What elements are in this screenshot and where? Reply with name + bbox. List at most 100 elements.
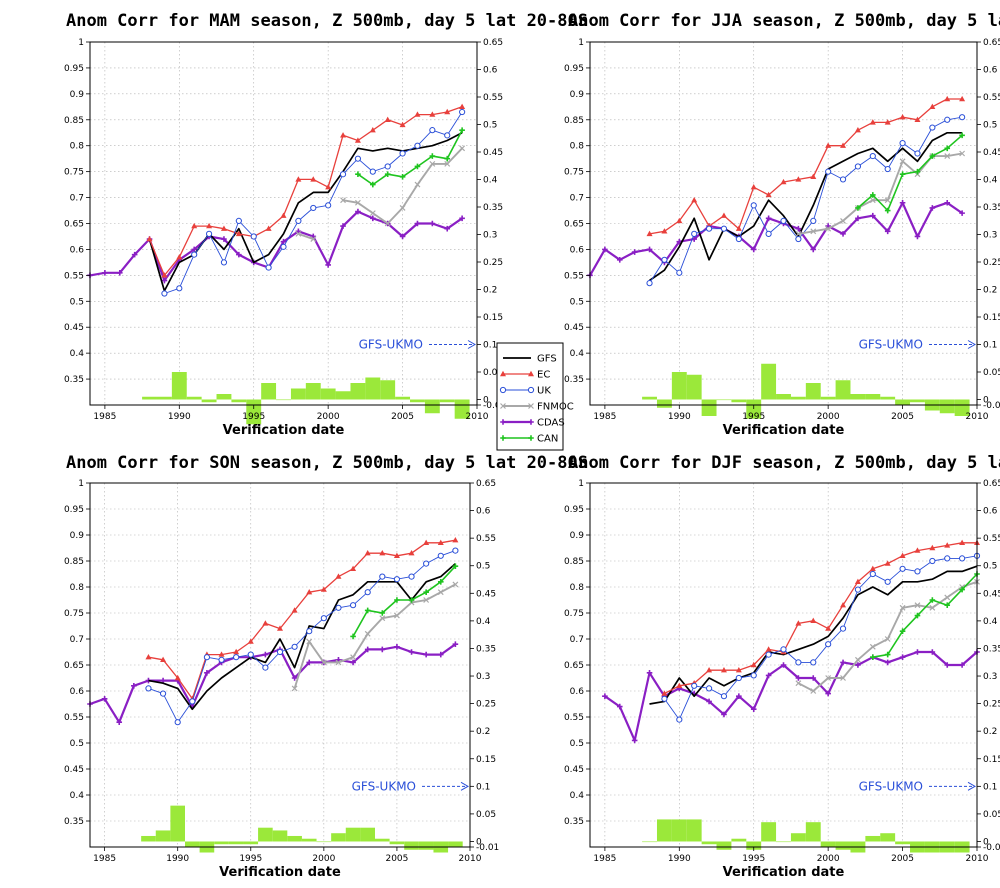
y2-tick-label: 0.25 bbox=[983, 700, 1000, 710]
y-tick-label: 0.8 bbox=[570, 583, 585, 593]
data-point-ec bbox=[825, 625, 832, 631]
x-tick-label: 1995 bbox=[242, 412, 265, 422]
data-point-cdas bbox=[364, 646, 371, 653]
chart-title: Anom Corr for JJA season, Z 500mb, day 5… bbox=[568, 11, 1000, 31]
data-point-cdas bbox=[840, 659, 846, 666]
legend-marker bbox=[500, 403, 506, 409]
data-point-ec bbox=[750, 661, 757, 668]
data-point-uk bbox=[189, 698, 196, 705]
y2-tick-label: 0.1 bbox=[483, 341, 497, 351]
data-point-uk bbox=[765, 230, 772, 237]
chart-panel-4: Anom Corr for DJF season, Z 500mb, day 5… bbox=[564, 453, 1000, 880]
series-line-ec bbox=[148, 106, 463, 277]
data-point-uk bbox=[276, 648, 284, 656]
data-point-uk bbox=[364, 589, 371, 596]
diff-bar bbox=[365, 377, 381, 400]
data-point-cdas bbox=[840, 231, 846, 237]
diff-bar bbox=[360, 827, 375, 842]
data-point-cdas bbox=[914, 233, 921, 240]
x-tick-label: 1990 bbox=[668, 854, 691, 864]
data-point-can bbox=[423, 589, 429, 595]
data-point-can bbox=[414, 163, 421, 170]
y2-tick-label: 0.15 bbox=[983, 313, 1000, 323]
data-point-uk bbox=[959, 555, 966, 562]
data-point-ec bbox=[161, 272, 168, 278]
y2-tick-label: 0.35 bbox=[476, 644, 496, 654]
data-point-uk bbox=[750, 672, 757, 679]
series-uk bbox=[145, 547, 459, 726]
diff-label: GFS-UKMO bbox=[859, 338, 923, 352]
y2-tick-label: 0.35 bbox=[483, 203, 503, 213]
data-point-ec bbox=[350, 565, 357, 571]
data-point-ec bbox=[452, 537, 459, 543]
data-point-cdas bbox=[340, 223, 346, 229]
data-point-uk bbox=[393, 576, 401, 583]
x-tick-label: 2010 bbox=[966, 854, 989, 864]
data-point-ec bbox=[429, 111, 436, 117]
data-point-cdas bbox=[646, 670, 653, 676]
diff-bar bbox=[448, 841, 463, 847]
y-tick-label: 0.4 bbox=[570, 791, 585, 801]
data-point-ec bbox=[247, 638, 254, 644]
data-point-can bbox=[350, 633, 356, 640]
data-point-cdas bbox=[810, 675, 817, 681]
data-point-ec bbox=[869, 119, 876, 125]
y2-tick-label: 0.3 bbox=[476, 672, 490, 682]
diff-bar bbox=[850, 394, 866, 400]
data-point-cdas bbox=[855, 662, 861, 668]
y-tick-label: 0.75 bbox=[64, 168, 84, 178]
diff-bar bbox=[424, 399, 440, 414]
data-point-ec bbox=[795, 176, 802, 182]
data-point-ec bbox=[340, 132, 347, 138]
data-point-ec bbox=[437, 539, 444, 545]
data-point-cdas bbox=[291, 675, 298, 681]
data-point-ec bbox=[145, 654, 152, 660]
data-point-uk bbox=[735, 674, 742, 682]
data-point-uk bbox=[914, 150, 921, 157]
data-point-uk bbox=[720, 225, 728, 232]
series-line-can bbox=[872, 573, 978, 658]
diff-bar bbox=[389, 841, 405, 845]
diff-bar bbox=[350, 383, 366, 400]
data-point-cdas bbox=[706, 698, 712, 705]
y-tick-label: 0.95 bbox=[64, 505, 84, 515]
legend-label: CAN bbox=[537, 434, 558, 445]
data-point-ec bbox=[354, 137, 361, 143]
data-point-cdas bbox=[765, 672, 772, 679]
x-tick-label: 1990 bbox=[166, 854, 189, 864]
series-fnmoc bbox=[795, 578, 980, 694]
data-point-can bbox=[370, 181, 376, 188]
diff-bar bbox=[701, 841, 717, 845]
data-point-ec bbox=[735, 225, 742, 231]
data-point-cdas bbox=[161, 277, 168, 284]
data-point-ec bbox=[661, 228, 668, 234]
data-point-cdas bbox=[221, 236, 227, 242]
data-point-ec bbox=[676, 682, 683, 688]
y2-tick-label: -0.01 bbox=[476, 843, 499, 853]
data-point-uk bbox=[780, 646, 787, 653]
data-point-cdas bbox=[101, 696, 108, 702]
y-tick-label: 0.6 bbox=[570, 687, 585, 697]
y-tick-label: 0.65 bbox=[564, 661, 584, 671]
data-point-can bbox=[944, 602, 951, 608]
data-point-uk bbox=[661, 256, 668, 263]
diff-bar bbox=[716, 399, 732, 401]
data-point-uk bbox=[306, 628, 313, 635]
y2-tick-label: 0.05 bbox=[476, 810, 496, 820]
y2-tick-label: 0.4 bbox=[483, 176, 498, 186]
diff-bar bbox=[156, 396, 172, 400]
legend-marker bbox=[499, 386, 507, 394]
diff-bar bbox=[776, 841, 791, 843]
diff-bar bbox=[316, 841, 332, 843]
series-fnmoc bbox=[295, 145, 466, 242]
series-cdas bbox=[87, 641, 459, 725]
data-point-cdas bbox=[236, 251, 242, 258]
data-point-cdas bbox=[370, 215, 376, 222]
y-tick-label: 0.55 bbox=[64, 271, 84, 281]
x-tick-label: 2010 bbox=[966, 412, 989, 422]
data-point-fnmoc bbox=[810, 688, 817, 694]
y2-tick-label: 0.1 bbox=[983, 341, 997, 351]
y-tick-label: 0.95 bbox=[64, 64, 84, 74]
x-tick-label: 2005 bbox=[385, 854, 408, 864]
y2-tick-label: 0.1 bbox=[983, 782, 997, 792]
